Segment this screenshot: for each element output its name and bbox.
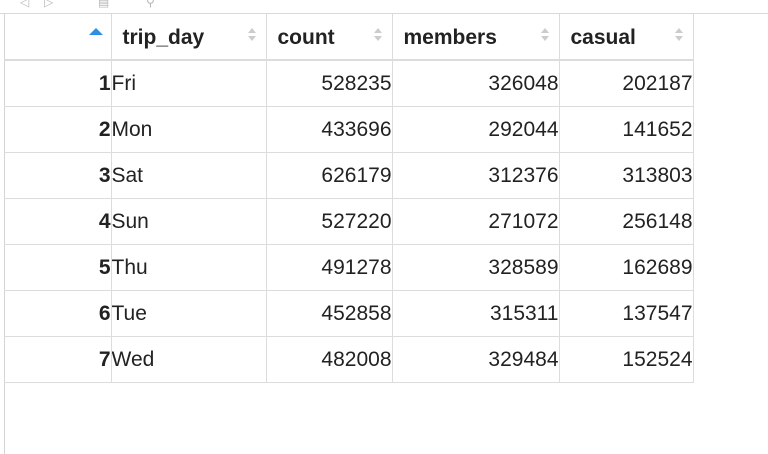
cell-members: 329484	[392, 336, 560, 383]
sort-icon[interactable]	[540, 28, 549, 44]
cell-members: 326048	[392, 60, 560, 107]
cell-count: 626179	[266, 152, 393, 199]
row-index: 5	[4, 244, 112, 291]
cell-trip-day: Mon	[111, 106, 267, 153]
row-index-header[interactable]	[4, 14, 112, 61]
cell-casual: 137547	[559, 290, 694, 337]
column-header-casual[interactable]: casual	[559, 14, 694, 61]
cell-members: 292044	[392, 106, 560, 153]
cell-trip-day: Fri	[111, 60, 267, 107]
cell-count: 527220	[266, 198, 393, 245]
cell-casual: 313803	[559, 152, 694, 199]
cell-trip-day: Tue	[111, 290, 267, 337]
cell-casual: 256148	[559, 198, 694, 245]
cell-trip-day: Wed	[111, 336, 267, 383]
filter-icon[interactable]: ▤	[98, 0, 110, 9]
toolbar-strip: ◁ ▷ ▤ ⚲	[0, 0, 768, 14]
row-index: 6	[4, 290, 112, 337]
table-row: 7 Wed 482008 329484 152524	[4, 336, 694, 383]
cell-trip-day: Sat	[111, 152, 267, 199]
column-header-count[interactable]: count	[266, 14, 393, 61]
sort-icon[interactable]	[247, 28, 256, 44]
search-icon[interactable]: ⚲	[146, 0, 155, 9]
sort-icon[interactable]	[674, 28, 683, 44]
table-row: 1 Fri 528235 326048 202187	[4, 60, 694, 107]
cell-members: 328589	[392, 244, 560, 291]
cell-count: 452858	[266, 290, 393, 337]
column-header-label: trip_day	[122, 26, 205, 49]
row-index: 4	[4, 198, 112, 245]
cell-trip-day: Sun	[111, 198, 267, 245]
table-row: 6 Tue 452858 315311 137547	[4, 290, 694, 337]
cell-casual: 162689	[559, 244, 694, 291]
table-row: 2 Mon 433696 292044 141652	[4, 106, 694, 153]
cell-casual: 152524	[559, 336, 694, 383]
table-row: 3 Sat 626179 312376 313803	[4, 152, 694, 199]
cell-members: 315311	[392, 290, 560, 337]
cell-casual: 141652	[559, 106, 694, 153]
column-header-trip-day[interactable]: trip_day	[111, 14, 267, 61]
cell-members: 312376	[392, 152, 560, 199]
header-row: trip_day count members casual	[4, 14, 694, 61]
cell-trip-day: Thu	[111, 244, 267, 291]
row-index: 7	[4, 336, 112, 383]
row-index: 2	[4, 106, 112, 153]
column-header-members[interactable]: members	[392, 14, 560, 61]
sort-ascending-icon[interactable]	[89, 28, 103, 35]
cell-count: 491278	[266, 244, 393, 291]
cell-count: 482008	[266, 336, 393, 383]
data-table: trip_day count members casual 1	[4, 14, 694, 383]
forward-arrow-icon[interactable]: ▷	[44, 0, 54, 9]
back-arrow-icon[interactable]: ◁	[20, 0, 30, 9]
row-index: 3	[4, 152, 112, 199]
cell-count: 433696	[266, 106, 393, 153]
sort-icon[interactable]	[373, 28, 382, 44]
row-index: 1	[4, 60, 112, 107]
cell-casual: 202187	[559, 60, 694, 107]
cell-count: 528235	[266, 60, 393, 107]
table-row: 4 Sun 527220 271072 256148	[4, 198, 694, 245]
column-header-label: count	[277, 26, 335, 49]
cell-members: 271072	[392, 198, 560, 245]
column-header-label: members	[403, 26, 497, 49]
table-row: 5 Thu 491278 328589 162689	[4, 244, 694, 291]
column-header-label: casual	[570, 26, 636, 49]
